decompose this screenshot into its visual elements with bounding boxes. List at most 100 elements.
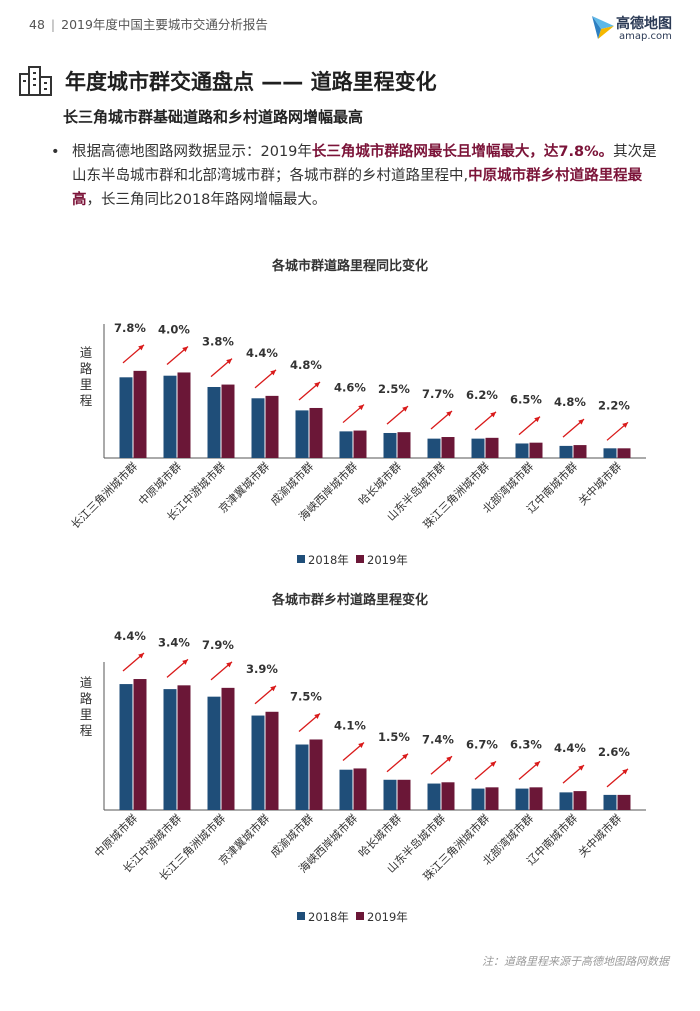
y-axis-label-char: 程 — [80, 723, 93, 738]
bar-2019 — [265, 395, 279, 458]
up-arrow-head-icon — [182, 346, 188, 352]
up-arrow-head-icon — [534, 416, 540, 423]
header-separator: | — [50, 17, 56, 32]
logo-url: amap.com — [619, 31, 672, 42]
change-percent-label: 4.8% — [554, 395, 586, 409]
city-buildings-icon — [19, 66, 52, 96]
bar-2018 — [603, 448, 617, 458]
summary-highlight-1: 长三角城市群路网最长且增幅最大，达7.8%。 — [311, 144, 614, 160]
summary-part-1: 根据高德地图路网数据显示：2019年 — [72, 144, 312, 160]
rural-road-mileage-chart: 各城市群乡村道路里程变化道路里程4.4%中原城市群3.4%长江中游城市群7.9%… — [80, 592, 646, 924]
change-percent-label: 4.1% — [334, 718, 366, 732]
bar-2018 — [427, 783, 441, 810]
chart-title: 各城市群道路里程同比变化 — [271, 258, 428, 274]
up-arrow-head-icon — [490, 411, 496, 418]
change-percent-label: 6.2% — [466, 388, 498, 402]
up-arrow-head-icon — [578, 419, 584, 425]
bar-2019 — [133, 370, 147, 458]
change-percent-label: 7.7% — [422, 387, 454, 401]
bar-2018 — [471, 438, 485, 458]
summary-part-2: 其次是山东半岛城市群和北部湾城市群；各城市群的乡村道路里程中, — [72, 144, 657, 184]
bullet-marker: • — [51, 144, 60, 160]
change-percent-label: 7.8% — [114, 321, 146, 335]
bar-2018 — [295, 410, 309, 458]
y-axis-label-char: 道 — [80, 345, 93, 360]
y-axis-label-char: 路 — [80, 361, 93, 376]
road-mileage-yoy-chart: 各城市群道路里程同比变化道路里程7.8%长江三角洲城市群4.0%中原城市群3.8… — [68, 258, 646, 567]
page-header: 48 | 2019年度中国主要城市交通分析报告 — [29, 14, 268, 33]
change-percent-label: 6.3% — [510, 737, 542, 751]
section-title: 年度城市群交通盘点 —— 道路里程变化 — [65, 70, 437, 94]
bar-2019 — [177, 685, 191, 810]
summary-text: 根据高德地图路网数据显示：2019年长三角城市群路网最长且增幅最大，达7.8%。… — [72, 140, 661, 212]
legend-label-2019: 2019年 — [367, 553, 408, 567]
up-arrow-head-icon — [402, 753, 408, 760]
change-percent-label: 4.6% — [334, 381, 366, 395]
up-arrow-head-icon — [270, 369, 276, 376]
change-percent-label: 7.5% — [290, 689, 322, 703]
up-arrow-head-icon — [446, 411, 452, 417]
change-percent-label: 1.5% — [378, 730, 410, 744]
legend-label-2018: 2018年 — [308, 553, 349, 567]
bar-2018 — [119, 684, 133, 810]
change-percent-label: 2.5% — [378, 382, 410, 396]
category-tick-label: 关中城市群 — [575, 811, 624, 860]
bar-2018 — [559, 792, 573, 810]
y-axis-label-char: 里 — [80, 377, 93, 392]
change-percent-label: 4.4% — [554, 741, 586, 755]
up-arrow-head-icon — [182, 659, 188, 665]
up-arrow-head-icon — [446, 756, 452, 762]
bar-2018 — [163, 375, 177, 458]
bar-2018 — [295, 744, 309, 810]
up-arrow-head-icon — [402, 406, 408, 412]
legend-swatch-2018 — [297, 912, 305, 920]
bar-2018 — [207, 386, 221, 458]
bar-2019 — [309, 407, 323, 458]
up-arrow-head-icon — [138, 653, 144, 659]
change-percent-label: 4.0% — [158, 322, 190, 336]
change-percent-label: 7.4% — [422, 732, 454, 746]
legend-swatch-2019 — [356, 555, 364, 563]
bar-2019 — [353, 430, 367, 458]
bar-2019 — [221, 384, 235, 458]
up-arrow-head-icon — [358, 742, 364, 748]
bar-2019 — [617, 448, 631, 458]
bar-2019 — [617, 794, 631, 810]
legend-swatch-2018 — [297, 555, 305, 563]
page-number: 48 — [29, 17, 45, 32]
amap-logo: 高德地图 amap.com — [590, 12, 685, 46]
bar-2019 — [265, 711, 279, 810]
up-arrow-head-icon — [138, 344, 144, 351]
bar-2018 — [207, 696, 221, 810]
bar-2019 — [221, 687, 235, 810]
bar-2019 — [485, 437, 499, 458]
summary-part-3: ，长三角同比2018年路网增幅最大。 — [86, 192, 327, 208]
change-percent-label: 4.4% — [114, 629, 146, 643]
bar-2018 — [515, 443, 529, 458]
change-percent-label: 3.4% — [158, 635, 190, 649]
up-arrow-head-icon — [314, 713, 320, 719]
up-arrow-head-icon — [358, 404, 364, 411]
report-title: 2019年度中国主要城市交通分析报告 — [61, 17, 268, 32]
change-percent-label: 4.8% — [290, 358, 322, 372]
bar-2019 — [309, 739, 323, 810]
bar-2018 — [603, 794, 617, 810]
logo-wordmark: 高德地图 — [616, 16, 672, 32]
up-arrow-head-icon — [534, 761, 540, 767]
section-title-row: 年度城市群交通盘点 —— 道路里程变化 — [19, 64, 689, 98]
up-arrow-head-icon — [270, 685, 276, 692]
bar-2018 — [251, 398, 265, 458]
category-tick-label: 关中城市群 — [575, 459, 624, 508]
bar-2019 — [441, 437, 455, 458]
amap-paper-plane-icon — [592, 16, 614, 39]
change-percent-label: 2.2% — [598, 398, 630, 412]
bar-2018 — [163, 689, 177, 810]
bar-2019 — [441, 782, 455, 810]
up-arrow-head-icon — [490, 761, 496, 767]
bar-2019 — [573, 791, 587, 810]
y-axis-label-char: 路 — [80, 691, 93, 706]
bar-2018 — [559, 445, 573, 458]
y-axis-label-char: 程 — [80, 393, 93, 408]
section-subtitle: 长三角城市群基础道路和乡村道路网增幅最高 — [63, 108, 364, 126]
up-arrow-head-icon — [226, 661, 232, 668]
